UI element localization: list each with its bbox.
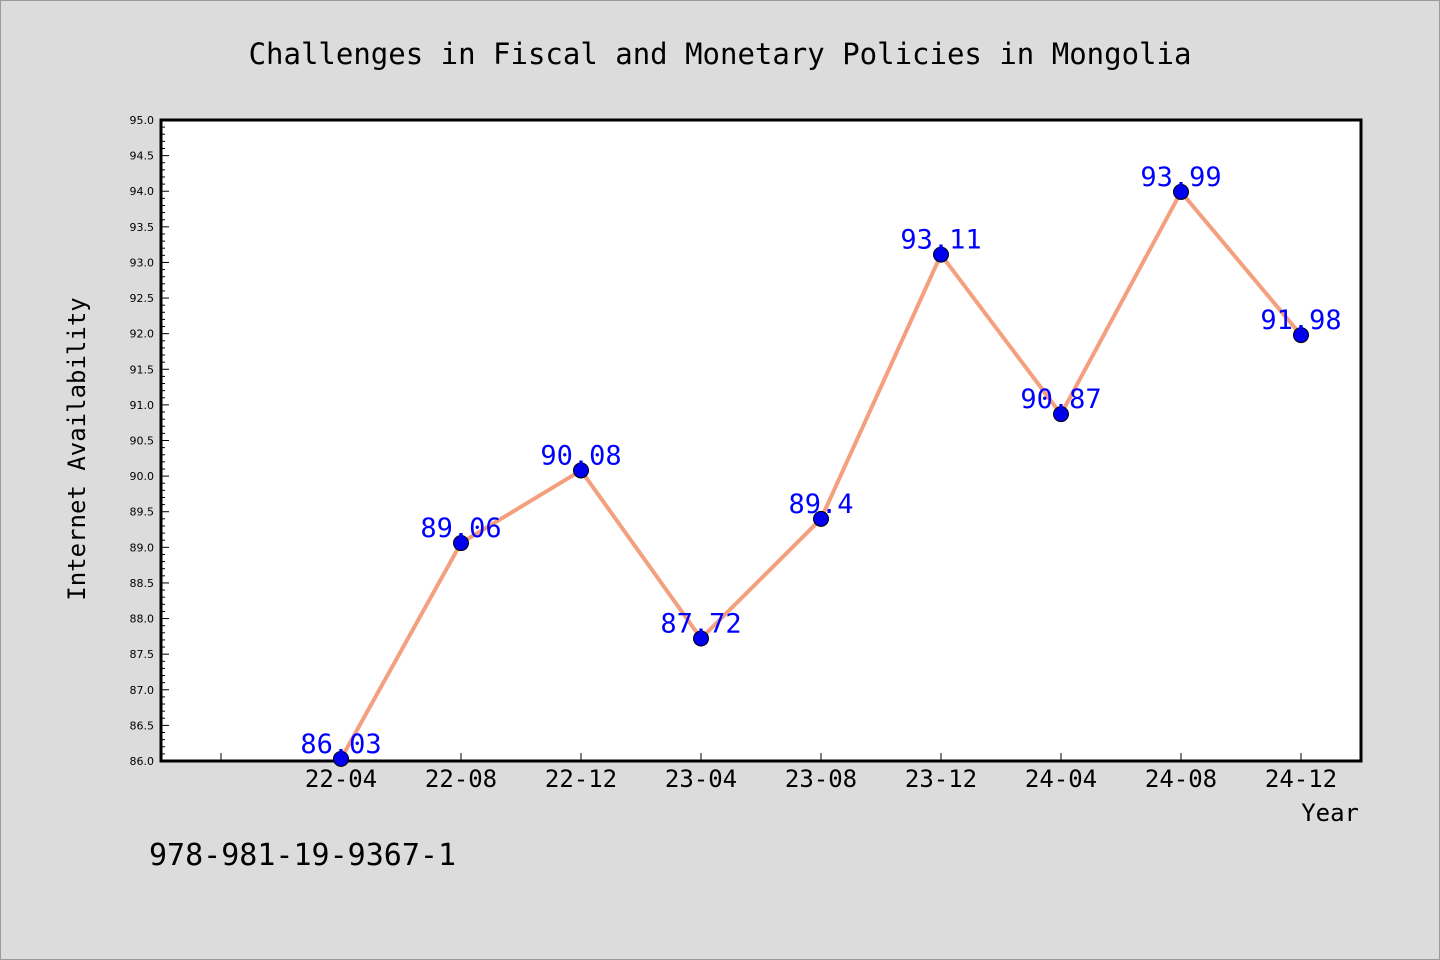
y-tick-label: 86.5 — [130, 719, 155, 732]
data-labels-group: 86.03 89.06 90.08 87.72 89.4 93.11 90.87 93.99 9… — [300, 162, 1341, 760]
data-point-marker — [1293, 327, 1309, 344]
y-tick-label: 93.0 — [130, 256, 155, 269]
y-tick-label: 86.0 — [130, 755, 155, 768]
y-tick-label: 92.5 — [130, 292, 155, 305]
data-point-marker — [1173, 183, 1189, 200]
y-tick-label: 89.0 — [130, 541, 155, 554]
y-axis-label: Internet Availability — [63, 297, 91, 600]
y-tick-label: 93.5 — [130, 221, 155, 234]
y-tick-label: 88.5 — [130, 577, 155, 590]
data-label: 90.87 — [1020, 384, 1101, 415]
chart-title: Challenges in Fiscal and Monetary Polici… — [249, 37, 1192, 71]
data-label: 89.06 — [420, 513, 501, 544]
x-tick-label: 24-08 — [1145, 765, 1217, 793]
x-tick-label: 22-12 — [545, 765, 617, 793]
y-tick-label: 92.0 — [130, 328, 155, 341]
data-point-marker — [1053, 406, 1069, 423]
y-tick-label: 90.5 — [130, 435, 155, 448]
data-label: 93.11 — [900, 225, 981, 256]
x-tick-label: 24-12 — [1265, 765, 1337, 793]
y-tick-label: 91.5 — [130, 363, 155, 376]
data-point-marker — [813, 510, 829, 527]
plot-area — [159, 118, 1363, 763]
x-axis-ticks: 22-04 22-08 22-12 23-04 23-08 23-12 24-04 24-08… — [220, 753, 1337, 793]
data-point-marker — [693, 630, 709, 647]
x-tick-label: 23-08 — [785, 765, 857, 793]
data-label: 87.72 — [660, 608, 741, 639]
data-label: 89.4 — [788, 489, 853, 520]
y-tick-label: 94.5 — [130, 150, 155, 163]
y-tick-label: 87.0 — [130, 684, 155, 697]
x-tick-label: 22-04 — [305, 765, 377, 793]
x-tick-label: 24-04 — [1025, 765, 1097, 793]
y-axis-ticks: 86.0 86.5 87.0 87.5 88.0 88.5 89.0 89.5 90.0 90.5… — [130, 114, 169, 768]
y-tick-label: 88.0 — [130, 613, 155, 626]
data-point-marker — [333, 750, 349, 767]
data-point-marker — [453, 535, 469, 552]
data-label: 93.99 — [1140, 162, 1221, 193]
y-tick-label: 94.0 — [130, 185, 155, 198]
data-label: 91.98 — [1260, 305, 1341, 336]
data-label: 86.03 — [300, 729, 381, 760]
y-tick-label: 89.5 — [130, 506, 155, 519]
x-tick-label: 22-08 — [425, 765, 497, 793]
x-tick-label: 23-04 — [665, 765, 737, 793]
data-point-marker — [933, 246, 949, 263]
series-markers-group — [333, 183, 1309, 767]
data-label: 90.08 — [540, 440, 621, 471]
y-tick-label: 90.0 — [130, 470, 155, 483]
y-tick-label: 91.0 — [130, 399, 155, 412]
x-tick-label: 23-12 — [905, 765, 977, 793]
y-tick-label: 87.5 — [130, 648, 155, 661]
data-point-marker — [573, 462, 589, 479]
footer-code: 978-981-19-9367-1 — [149, 838, 456, 873]
x-axis-label: Year — [1301, 799, 1359, 827]
y-tick-label: 95.0 — [130, 114, 155, 127]
